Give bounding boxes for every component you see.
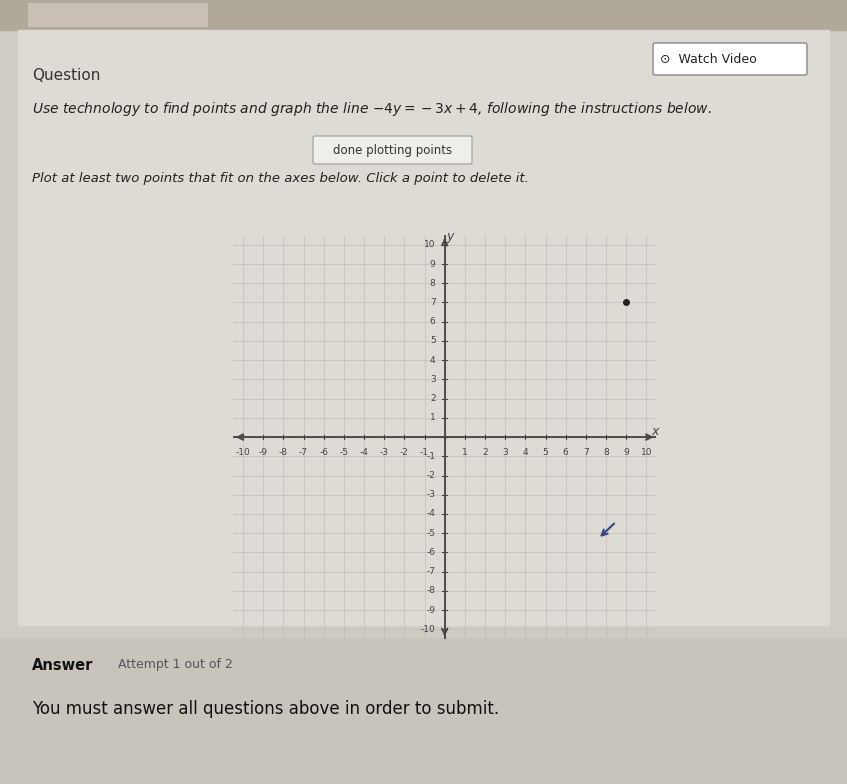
Text: -6: -6 [427, 548, 435, 557]
Text: 8: 8 [429, 279, 435, 288]
Text: Plot at least two points that fit on the axes below. Click a point to delete it.: Plot at least two points that fit on the… [32, 172, 529, 185]
Text: y: y [446, 230, 454, 243]
Text: Question: Question [32, 68, 101, 83]
Bar [28, 3, 208, 27]
Text: 7: 7 [583, 448, 589, 456]
Text: -7: -7 [427, 567, 435, 576]
Text: 6: 6 [562, 448, 568, 456]
Bar [18, 30, 829, 625]
Text: 4: 4 [430, 356, 435, 365]
Text: 9: 9 [623, 448, 629, 456]
Text: -7: -7 [299, 448, 308, 456]
Text: -4: -4 [427, 510, 435, 518]
Text: 5: 5 [429, 336, 435, 346]
Text: -8: -8 [427, 586, 435, 595]
FancyBboxPatch shape [313, 136, 472, 164]
Text: -10: -10 [421, 625, 435, 633]
Text: 3: 3 [502, 448, 508, 456]
Text: ⊙  Watch Video: ⊙ Watch Video [660, 53, 756, 66]
Text: done plotting points: done plotting points [333, 143, 452, 157]
Text: 7: 7 [429, 298, 435, 307]
Text: -9: -9 [258, 448, 268, 456]
Text: 2: 2 [430, 394, 435, 403]
Text: 3: 3 [429, 375, 435, 384]
Text: -2: -2 [427, 471, 435, 480]
Text: Answer: Answer [32, 658, 93, 673]
Text: 1: 1 [462, 448, 468, 456]
Text: Use technology to find points and graph the line $-4y=-3x+4$, following the inst: Use technology to find points and graph … [32, 100, 711, 118]
Text: You must answer all questions above in order to submit.: You must answer all questions above in o… [32, 700, 499, 718]
Text: -4: -4 [360, 448, 368, 456]
Text: -5: -5 [427, 528, 435, 538]
Text: -6: -6 [319, 448, 328, 456]
Text: 2: 2 [482, 448, 488, 456]
Text: -3: -3 [379, 448, 389, 456]
Text: x: x [651, 425, 659, 438]
Text: 5: 5 [543, 448, 548, 456]
Text: -9: -9 [427, 605, 435, 615]
Text: -8: -8 [279, 448, 288, 456]
Bar [0, 638, 847, 784]
Text: 10: 10 [640, 448, 652, 456]
Text: Attempt 1 out of 2: Attempt 1 out of 2 [118, 658, 233, 671]
Text: 4: 4 [523, 448, 529, 456]
Text: -10: -10 [235, 448, 251, 456]
Bar [0, 0, 847, 30]
Text: -3: -3 [427, 490, 435, 499]
Text: -1: -1 [420, 448, 429, 456]
Text: -1: -1 [427, 452, 435, 461]
Text: -5: -5 [340, 448, 348, 456]
Text: 10: 10 [424, 241, 435, 249]
Text: 1: 1 [429, 413, 435, 423]
FancyBboxPatch shape [653, 43, 807, 75]
Text: 6: 6 [429, 318, 435, 326]
Text: -2: -2 [400, 448, 409, 456]
Text: 8: 8 [603, 448, 609, 456]
Text: 9: 9 [429, 260, 435, 269]
